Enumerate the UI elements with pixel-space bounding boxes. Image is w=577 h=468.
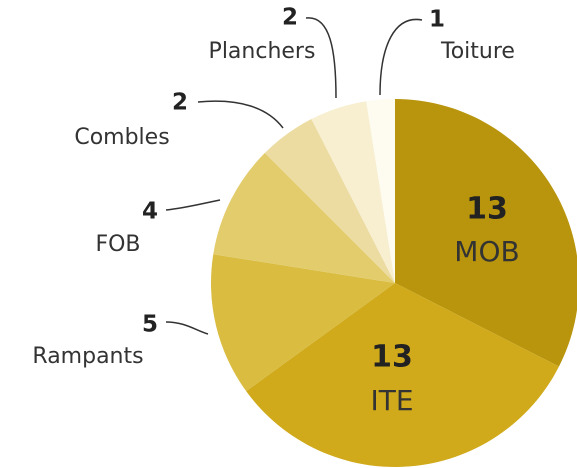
value-label: 4	[142, 199, 158, 225]
pie-slice	[264, 119, 395, 283]
pie-slice	[246, 283, 559, 468]
category-label: Toiture	[440, 39, 515, 64]
value-label: 13	[371, 340, 413, 375]
value-label: 2	[172, 90, 188, 116]
category-label: ITE	[370, 384, 413, 417]
leader-line	[165, 199, 221, 211]
pie-slice	[395, 99, 577, 367]
leader-line	[379, 18, 423, 96]
value-label: 13	[466, 192, 508, 227]
value-label: 5	[142, 312, 158, 338]
pie-slice	[213, 152, 395, 283]
value-label: 1	[429, 7, 445, 33]
pie-slice	[211, 254, 395, 392]
value-label: 2	[282, 5, 298, 31]
leader-line	[305, 17, 337, 99]
category-label: MOB	[454, 235, 519, 268]
leader-line	[197, 100, 284, 129]
pie-slice	[366, 99, 395, 283]
leader-line	[165, 321, 209, 335]
pie-slice	[311, 101, 395, 283]
category-label: Rampants	[32, 344, 143, 369]
category-label: Combles	[74, 125, 169, 150]
category-label: Planchers	[209, 39, 316, 64]
category-label: FOB	[95, 232, 140, 257]
